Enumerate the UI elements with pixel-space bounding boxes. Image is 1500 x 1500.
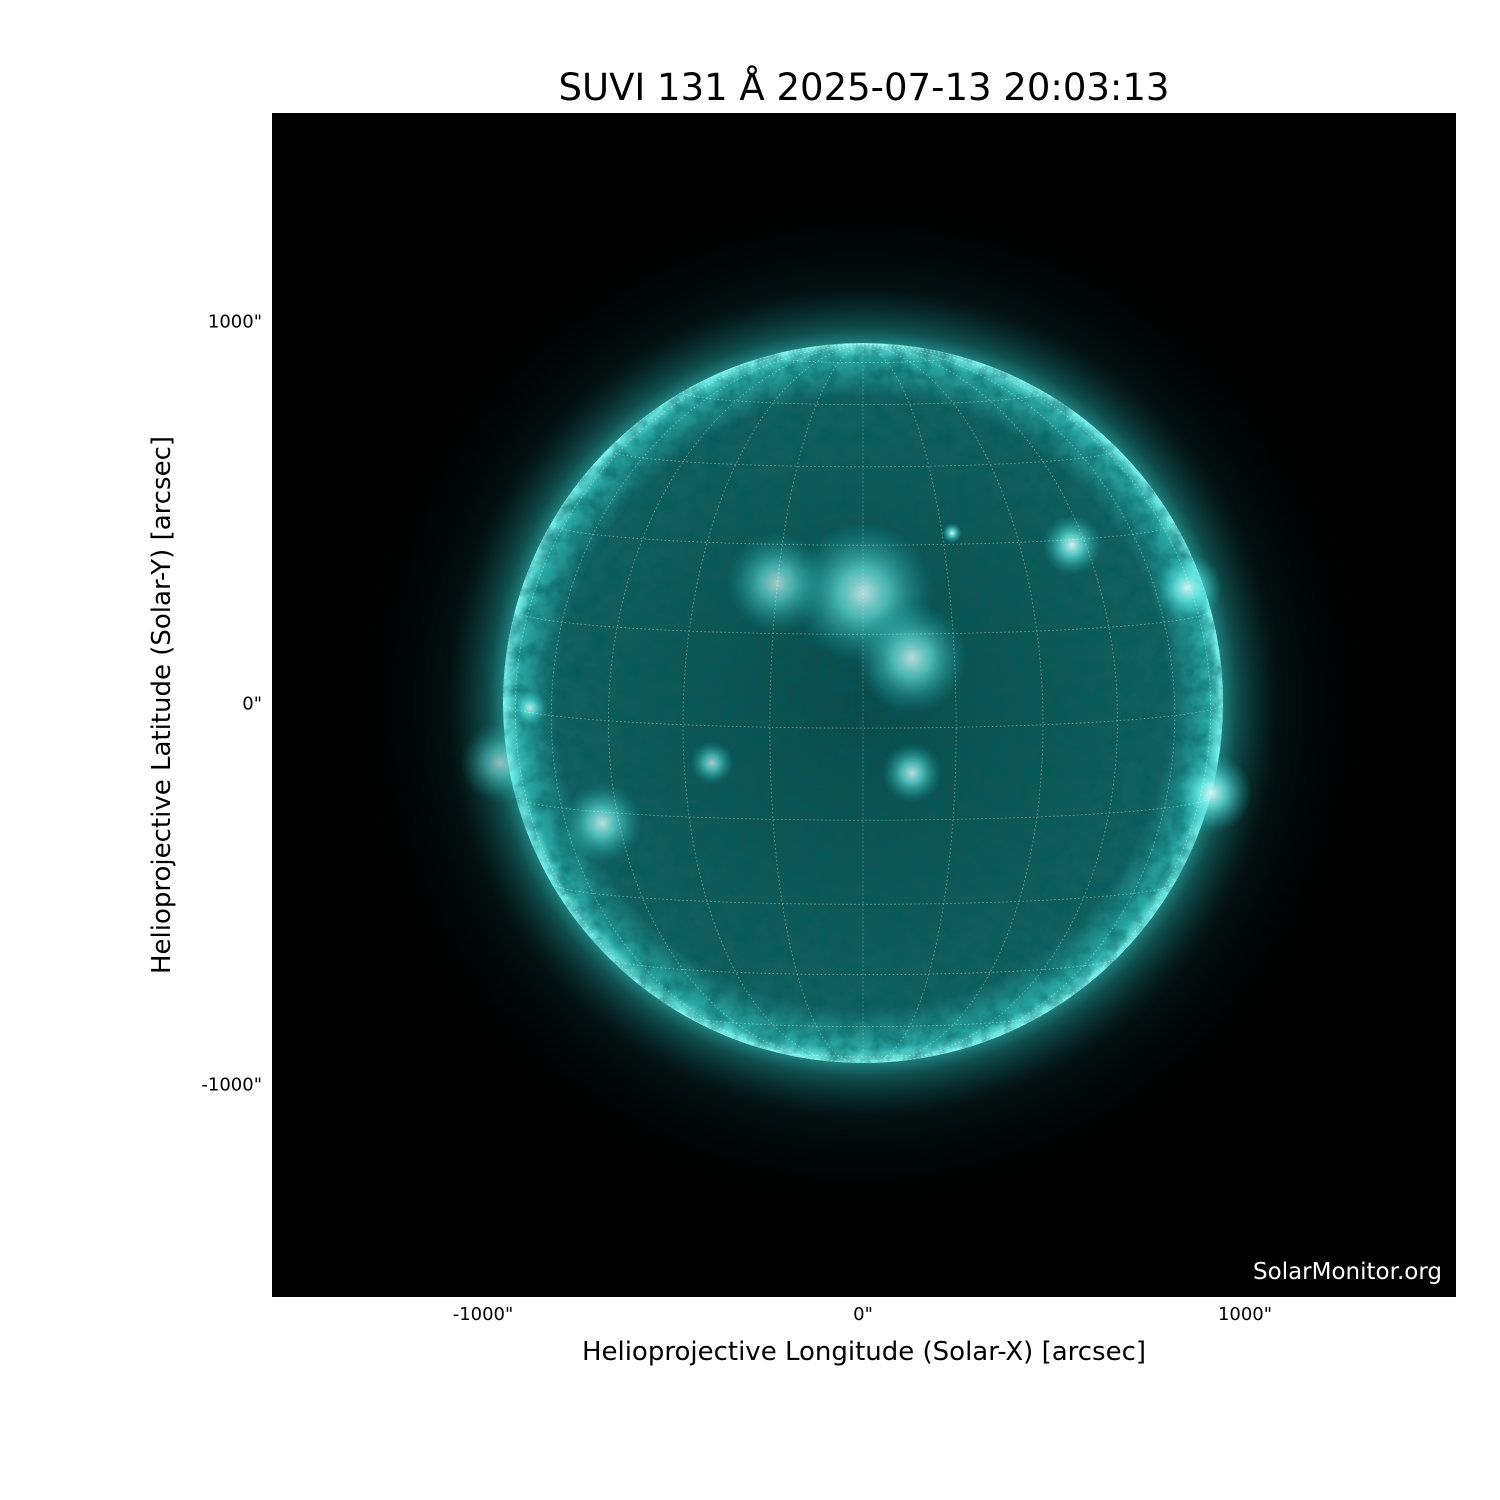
y-axis-label: Helioprojective Latitude (Solar-Y) [arcs… bbox=[147, 435, 177, 975]
watermark: SolarMonitor.org bbox=[1253, 1259, 1442, 1285]
active-region bbox=[857, 603, 967, 713]
latitude-line bbox=[550, 523, 1176, 546]
y-tick-label: -1000" bbox=[201, 1074, 262, 1096]
x-tick-label: 1000" bbox=[1217, 1304, 1273, 1325]
heliographic-grid bbox=[503, 343, 1223, 1063]
longitude-line bbox=[550, 343, 864, 1061]
x-tick-label: 0" bbox=[853, 1304, 873, 1325]
solar-image: SolarMonitor.org bbox=[272, 113, 1456, 1297]
active-region bbox=[882, 743, 942, 803]
x-axis-label: Helioprojective Longitude (Solar-X) [arc… bbox=[581, 1337, 1147, 1367]
y-tick-label: 0" bbox=[242, 693, 262, 715]
active-region bbox=[460, 723, 540, 803]
sun-disk-image bbox=[343, 183, 1383, 1223]
longitude-line bbox=[682, 343, 864, 1063]
latitude-line bbox=[682, 391, 1044, 405]
longitude-line bbox=[514, 343, 864, 1051]
longitude-line bbox=[862, 343, 1176, 1061]
longitude-line bbox=[862, 343, 1044, 1063]
latitude-line bbox=[769, 355, 957, 363]
active-region bbox=[1172, 753, 1252, 833]
longitude-line bbox=[769, 343, 864, 1063]
y-tick-label: 1000" bbox=[207, 311, 262, 333]
active-regions bbox=[460, 515, 1252, 863]
longitude-line bbox=[862, 343, 1119, 1063]
active-region bbox=[727, 533, 827, 633]
x-tick-label: -1000" bbox=[452, 1304, 514, 1325]
latitude-line bbox=[773, 1051, 953, 1057]
latitude-line bbox=[551, 883, 1175, 905]
active-region bbox=[690, 741, 734, 785]
disk-texture bbox=[503, 343, 1223, 1063]
active-region bbox=[1042, 515, 1102, 575]
latitude-line bbox=[515, 796, 1211, 821]
active-region bbox=[512, 690, 548, 726]
longitude-line bbox=[607, 343, 864, 1063]
plot-title: SUVI 131 Å 2025-07-13 20:03:13 bbox=[558, 66, 1170, 109]
longitude-line bbox=[862, 343, 957, 1063]
active-region bbox=[942, 523, 962, 543]
longitude-line bbox=[862, 343, 1212, 1051]
latitude-line bbox=[514, 610, 1212, 635]
latitude-line bbox=[608, 448, 1118, 468]
active-region bbox=[562, 783, 642, 863]
active-region bbox=[1152, 553, 1222, 623]
